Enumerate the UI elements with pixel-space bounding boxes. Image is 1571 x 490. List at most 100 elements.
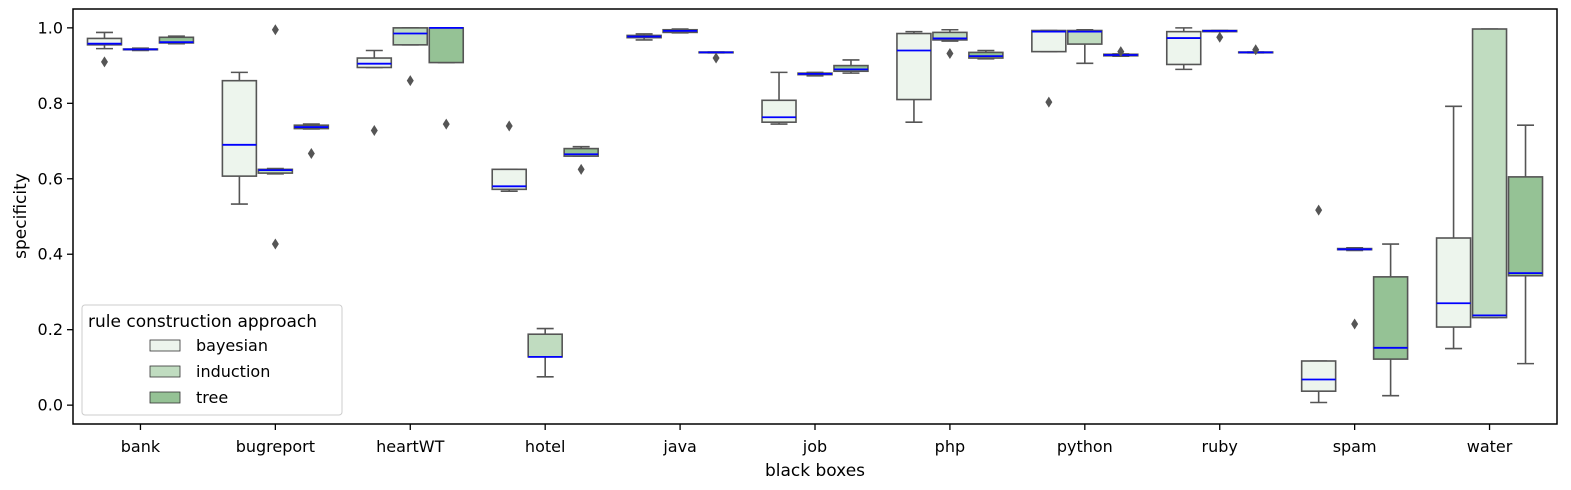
box-tree-hotel — [563, 145, 599, 175]
outlier-point — [1045, 96, 1053, 108]
box-bayesian-php — [896, 30, 932, 123]
outlier-point — [1252, 44, 1260, 56]
x-axis-title: black boxes — [765, 461, 865, 481]
box-body — [1031, 29, 1067, 53]
legend-label-tree: tree — [196, 388, 228, 407]
x-tick-label-python: python — [1057, 437, 1113, 456]
x-tick-label-hotel: hotel — [525, 437, 566, 456]
boxes-layer — [86, 24, 1544, 404]
box-body — [896, 32, 932, 101]
outlier-point — [1117, 46, 1125, 58]
box-body — [428, 27, 465, 64]
outlier-point — [505, 120, 513, 132]
outlier-point — [271, 238, 279, 250]
box-tree-heartWT — [428, 26, 465, 130]
box-body — [491, 168, 527, 191]
box-bayesian-bugreport — [221, 71, 258, 205]
box-induction-spam — [1336, 247, 1373, 330]
box-induction-hotel — [527, 327, 563, 378]
box-induction-water — [1471, 28, 1508, 319]
legend-label-induction: induction — [196, 362, 270, 381]
x-tick-label-spam: spam — [1333, 437, 1377, 456]
box-body — [968, 51, 1004, 59]
box-bayesian-java — [626, 33, 662, 41]
box-bayesian-water — [1435, 105, 1472, 350]
box-body — [1507, 176, 1544, 277]
outlier-point — [370, 124, 378, 136]
outlier-point — [307, 147, 315, 159]
box-induction-job — [797, 71, 833, 77]
box-induction-bugreport — [257, 24, 294, 250]
legend-items: bayesian induction tree — [149, 336, 270, 407]
box-tree-bank — [158, 35, 195, 45]
x-tick-label-job: job — [802, 437, 827, 456]
box-body — [356, 57, 393, 69]
outlier-point — [100, 56, 108, 68]
y-tick-label: 0.8 — [38, 94, 63, 113]
box-bayesian-spam — [1300, 204, 1337, 404]
legend-label-bayesian: bayesian — [196, 336, 268, 355]
x-tick-label-heartWT: heartWT — [376, 437, 444, 456]
box-body — [527, 333, 563, 358]
legend: rule construction approach bayesian induc… — [81, 304, 343, 416]
box-induction-python — [1067, 28, 1103, 65]
legend-frame — [81, 304, 343, 416]
box-body — [1067, 29, 1103, 45]
box-body — [1471, 28, 1508, 319]
box-body — [761, 99, 797, 123]
box-bayesian-job — [761, 71, 797, 125]
box-body — [1372, 276, 1409, 360]
box-body — [1165, 30, 1202, 66]
outlier-point — [946, 48, 954, 60]
box-tree-job — [833, 59, 869, 74]
box-bayesian-hotel — [491, 120, 527, 193]
x-tick-label-bank: bank — [121, 437, 161, 456]
outlier-point — [271, 24, 279, 36]
outlier-point — [577, 163, 585, 175]
box-body — [221, 79, 258, 177]
outlier-point — [712, 52, 720, 64]
box-body — [1300, 360, 1337, 392]
box-body — [563, 147, 599, 157]
outlier-point — [1351, 318, 1359, 330]
box-tree-php — [968, 49, 1004, 60]
box-tree-python — [1103, 46, 1139, 58]
x-tick-label-ruby: ruby — [1202, 437, 1238, 456]
outlier-point — [406, 75, 414, 87]
box-tree-water — [1507, 124, 1544, 365]
y-tick-label: 1.0 — [38, 18, 63, 37]
outlier-point — [1216, 31, 1224, 43]
x-tick-label-water: water — [1467, 437, 1513, 456]
y-axis-title: specificity — [11, 173, 31, 259]
y-axis: 0.0 0.2 0.4 0.6 0.8 1.0 — [38, 18, 73, 415]
outlier-point — [442, 118, 450, 130]
legend-swatch-tree — [149, 391, 181, 404]
x-tick-label-php: php — [935, 437, 965, 456]
box-induction-heartWT — [392, 27, 429, 87]
x-tick-label-bugreport: bugreport — [236, 437, 315, 456]
box-induction-bank — [122, 47, 159, 52]
box-body — [932, 31, 968, 41]
box-body — [392, 27, 429, 46]
y-tick-label: 0.2 — [38, 320, 63, 339]
y-tick-label: 0.0 — [38, 396, 63, 415]
box-induction-ruby — [1201, 29, 1238, 43]
y-tick-label: 0.6 — [38, 169, 63, 188]
x-axis: bank bugreport heartWT hotel java job php pytho… — [121, 424, 1513, 456]
legend-title: rule construction approach — [88, 312, 317, 332]
legend-swatch-induction — [149, 365, 181, 378]
box-tree-spam — [1372, 243, 1409, 397]
box-bayesian-ruby — [1165, 27, 1202, 71]
box-tree-java — [698, 51, 734, 64]
box-tree-bugreport — [293, 123, 330, 159]
outlier-point — [1315, 204, 1323, 216]
y-tick-label: 0.4 — [38, 245, 63, 264]
box-bayesian-heartWT — [356, 49, 393, 136]
box-induction-java — [662, 28, 698, 34]
box-bayesian-bank — [86, 31, 123, 68]
box-body — [833, 64, 869, 73]
box-tree-ruby — [1237, 44, 1274, 56]
box-body — [86, 37, 123, 46]
box-body — [1435, 237, 1472, 328]
